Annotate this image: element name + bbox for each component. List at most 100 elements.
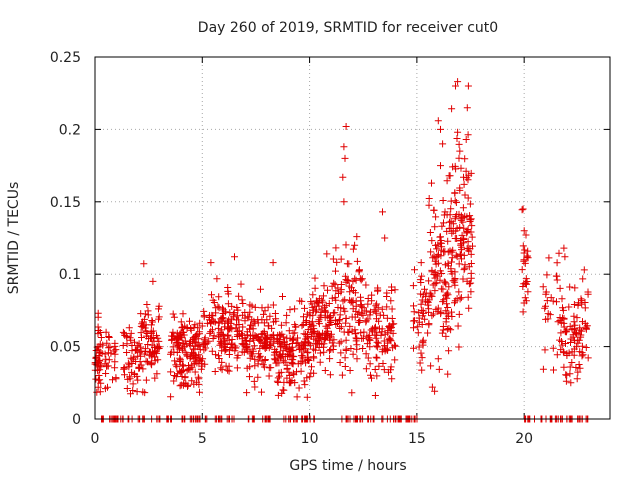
data-point [435,365,443,373]
data-point [233,364,241,372]
data-point [455,288,463,296]
data-point [445,325,453,332]
data-point [195,328,203,336]
data-point [337,323,345,331]
data-point [285,379,293,387]
data-point [223,332,231,340]
data-point [341,307,349,315]
data-point [131,338,138,346]
data-point [148,361,156,369]
data-point [543,297,551,305]
data-point [209,312,217,320]
data-point [462,136,470,143]
data-point [460,266,468,274]
data-point [374,343,382,351]
data-point [464,293,472,301]
data-point [316,349,324,357]
data-point [123,385,131,392]
data-point [578,327,585,335]
data-point [409,282,417,290]
data-point [241,317,249,325]
data-point [362,281,370,289]
data-point [334,304,342,311]
y-tick-label: 0.05 [50,340,81,356]
data-point [388,305,396,313]
data-point [260,310,267,318]
data-point [520,257,528,265]
data-point [277,321,285,329]
data-point [341,272,349,280]
data-point [332,287,340,295]
data-point [567,379,575,387]
data-point [465,304,473,312]
data-point [275,339,283,347]
data-point [289,329,297,337]
data-point [300,313,307,321]
data-point [431,223,439,231]
data-point [440,296,448,304]
data-point [127,336,135,344]
data-point [357,293,364,301]
data-point [119,342,127,349]
data-point [336,325,344,332]
data-point [288,343,296,351]
data-point [419,338,427,346]
data-point [566,363,574,371]
data-point [134,342,142,350]
data-point [238,296,246,304]
data-point [366,336,374,344]
data-point [238,335,246,343]
data-point [427,291,435,299]
data-point [168,336,176,344]
data-point [342,123,350,130]
data-point [445,347,453,355]
data-point [445,283,453,291]
data-point [425,277,433,285]
data-point [366,343,374,351]
data-point [390,320,398,328]
data-point [522,231,530,239]
data-point [267,364,275,372]
data-point [179,362,187,370]
data-point [228,302,236,310]
data-point [455,154,463,162]
data-point [346,322,354,330]
data-point [97,334,105,341]
data-point [249,325,257,333]
data-point [550,366,557,374]
data-point [432,213,440,221]
data-point [218,347,226,355]
grid-lines [95,57,610,419]
data-point [332,296,340,304]
data-point [451,189,459,197]
data-point [349,277,357,285]
data-point [148,352,156,360]
data-point [415,343,423,351]
data-point [251,319,259,327]
data-point [348,389,356,397]
data-point [353,233,361,241]
data-point [207,259,215,267]
data-point [102,370,110,377]
data-point [418,272,426,280]
data-point [431,387,439,395]
data-point [464,131,472,139]
data-point [374,286,382,294]
data-point [188,377,196,385]
data-point [127,329,135,337]
data-point [139,318,146,326]
data-point [429,254,437,262]
data-point [221,308,229,316]
data-point [269,301,277,309]
data-point [436,276,444,284]
data-point [212,351,220,359]
data-point [360,328,368,336]
data-point [356,317,364,324]
data-point [104,362,112,370]
data-point [271,345,279,353]
data-point [379,360,387,367]
data-point [362,318,370,326]
data-point [340,143,348,151]
data-point [325,300,333,307]
data-point [351,289,359,297]
